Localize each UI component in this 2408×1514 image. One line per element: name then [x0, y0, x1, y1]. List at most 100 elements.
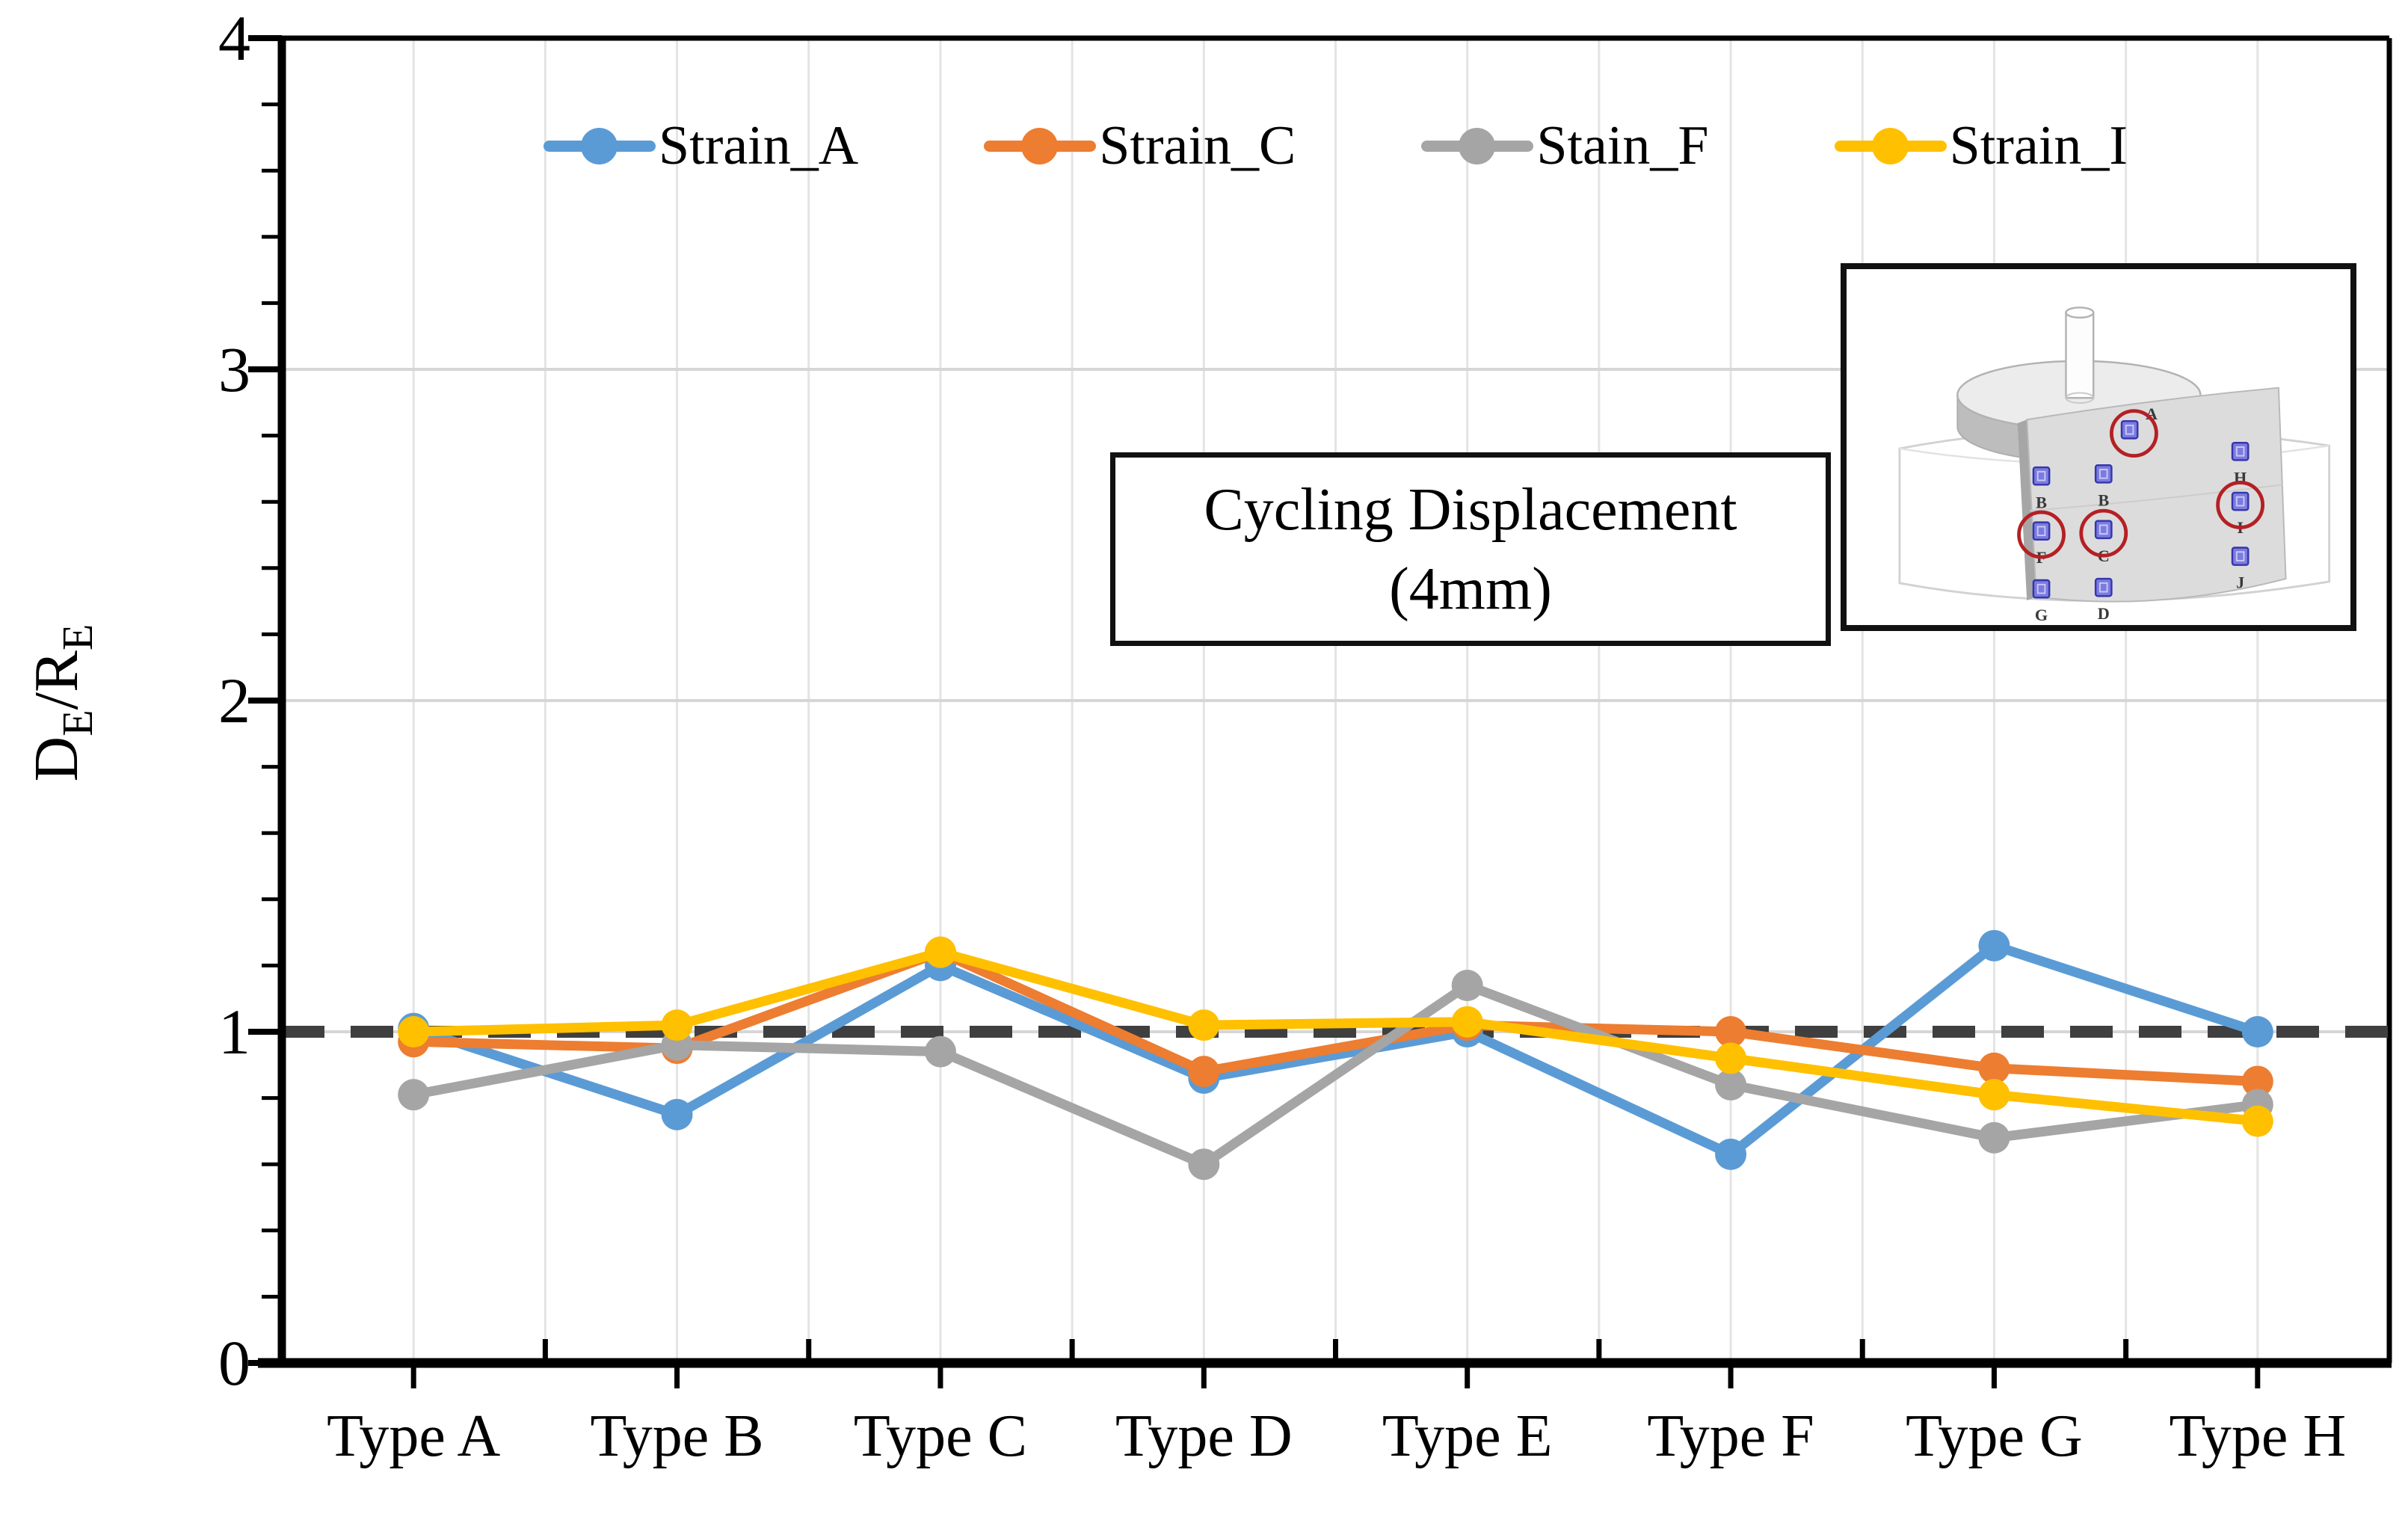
- series-line-Strain_C: [408, 947, 2263, 1086]
- y-axis-title-sub2: E: [53, 624, 102, 650]
- y-tick-label-3: 3: [218, 333, 250, 405]
- legend-item-Stain_F: Stain_F: [1421, 115, 1709, 176]
- data-marker-Strain_I-TypeF: [1715, 1042, 1747, 1074]
- data-marker-Stain_F-TypeA: [398, 1079, 430, 1111]
- x-category-label-TypeH: Type H: [2169, 1403, 2347, 1469]
- data-marker-Stain_F-TypeE: [1451, 969, 1483, 1001]
- gauge-square-C: [2094, 520, 2113, 540]
- data-marker-Strain_I-TypeC: [924, 936, 956, 968]
- gauge-square-inner: [2036, 470, 2046, 481]
- series-line-Strain_I: [408, 947, 2263, 1127]
- y-tick-label-2: 2: [218, 665, 250, 736]
- y-tick-label-4: 4: [218, 2, 250, 74]
- gauge-square-inner: [2036, 526, 2046, 536]
- data-marker-Strain_A-TypeB: [661, 1098, 693, 1130]
- legend-label: Strain_I: [1949, 115, 2128, 176]
- x-category-label-TypeD: Type D: [1115, 1403, 1293, 1469]
- gauge-label-J: J: [2236, 573, 2244, 592]
- data-marker-Strain_I-TypeB: [661, 1009, 693, 1041]
- data-marker-Strain_A-TypeF: [1715, 1138, 1747, 1170]
- gauge-label-G: G: [2035, 606, 2048, 624]
- gauge-square-I: [2231, 491, 2250, 511]
- legend-marker-icon: [543, 127, 656, 164]
- data-marker-Strain_C-TypeD: [1188, 1056, 1220, 1088]
- gauge-square-inner: [2098, 582, 2108, 593]
- data-marker-Stain_F-TypeD: [1188, 1148, 1220, 1181]
- x-category-label-TypeF: Type F: [1647, 1403, 1814, 1469]
- x-category-label-TypeE: Type E: [1382, 1403, 1553, 1469]
- x-category-label-TypeC: Type C: [853, 1403, 1028, 1469]
- data-marker-Strain_C-TypeH: [2241, 1065, 2273, 1098]
- y-tick-label-1: 1: [218, 996, 250, 1068]
- y-axis-title-main1: D: [22, 736, 91, 782]
- data-marker-Stain_F-TypeC: [924, 1036, 956, 1068]
- y-axis-title-main2: /R: [22, 650, 91, 710]
- data-marker-Strain_I-TypeD: [1188, 1009, 1220, 1041]
- legend-marker-icon: [984, 127, 1097, 164]
- shaft-body: [2065, 311, 2095, 399]
- gauge-square-inner: [2235, 496, 2245, 507]
- gauge-square-inner: [2125, 425, 2134, 435]
- data-marker-Strain_I-TypeH: [2241, 1105, 2273, 1137]
- chart-legend: Strain_A Strain_C Stain_F Strain_I: [282, 118, 2389, 173]
- red-circle-A: [2109, 409, 2158, 458]
- data-marker-Strain_C-TypeF: [1715, 1016, 1747, 1047]
- gauge-label-D: D: [2098, 604, 2110, 623]
- data-marker-Stain_F-TypeF: [1715, 1068, 1747, 1101]
- red-circle-C: [2079, 508, 2128, 558]
- legend-marker-icon: [1834, 127, 1947, 164]
- red-circle-F: [2017, 510, 2066, 559]
- legend-dot-icon: [1459, 127, 1496, 164]
- gauge-square-H: [2231, 441, 2250, 461]
- legend-item-Strain_C: Strain_C: [984, 118, 1296, 173]
- shaft-base: [2065, 392, 2095, 404]
- series-line-Stain_F: [408, 980, 2263, 1169]
- legend-item-Strain_I: Strain_I: [1834, 115, 2128, 176]
- y-axis-title-sub1: E: [53, 710, 102, 736]
- legend-label: Strain_A: [658, 115, 859, 176]
- gauge-square-inner: [2098, 524, 2108, 535]
- legend-label: Stain_F: [1536, 115, 1709, 176]
- data-marker-Strain_C-TypeG: [1978, 1052, 2010, 1084]
- data-marker-Stain_F-TypeG: [1978, 1121, 2010, 1154]
- data-marker-Strain_A-TypeG: [1978, 929, 2010, 961]
- gauge-square-inner: [2235, 446, 2245, 457]
- red-circle-I: [2216, 480, 2265, 529]
- legend-label: Strain_C: [1099, 115, 1296, 176]
- annotation-line-1: Cycling Displacement: [1204, 476, 1737, 543]
- x-category-label-TypeA: Type A: [327, 1403, 501, 1469]
- data-marker-Strain_I-TypeA: [398, 1016, 430, 1047]
- gauge-label-B: B: [2098, 490, 2109, 509]
- gauge-square-G: [2032, 579, 2051, 599]
- data-marker-Strain_A-TypeH: [2241, 1016, 2273, 1047]
- legend-item-Strain_A: Strain_A: [543, 115, 859, 176]
- legend-dot-icon: [580, 127, 618, 164]
- gauge-square-D: [2094, 577, 2113, 597]
- legend-marker-icon: [1421, 127, 1534, 164]
- series-line-Strain_A: [408, 941, 2263, 1160]
- gauge-square-inner: [2098, 469, 2108, 479]
- gauge-square-J: [2231, 547, 2250, 566]
- data-marker-Strain_I-TypeE: [1451, 1006, 1483, 1038]
- gauge-square-inner: [2235, 551, 2245, 561]
- legend-dot-icon: [1021, 127, 1059, 164]
- x-category-label-TypeB: Type B: [590, 1403, 764, 1469]
- gauge-square-B: [2094, 464, 2113, 484]
- gauge-square-B: [2032, 466, 2051, 486]
- gauge-square-A: [2120, 419, 2139, 440]
- specimen-diagram: AB BHF CIG DJ: [1898, 307, 2331, 624]
- annotation-line-2: (4mm): [1389, 556, 1552, 622]
- gauge-square-F: [2032, 521, 2051, 541]
- annotation-box: Cycling Displacement (4mm): [1110, 452, 1831, 646]
- gauge-label-B: B: [2036, 493, 2047, 511]
- gauge-square-inner: [2036, 583, 2046, 594]
- plate-face: [2026, 387, 2287, 603]
- y-tick-label-0: 0: [218, 1327, 250, 1399]
- shaft-top: [2065, 307, 2095, 319]
- legend-dot-icon: [1871, 127, 1909, 164]
- data-marker-Strain_I-TypeG: [1978, 1079, 2010, 1111]
- plate-crease: [2030, 484, 2283, 512]
- x-category-label-TypeG: Type G: [1906, 1403, 2083, 1469]
